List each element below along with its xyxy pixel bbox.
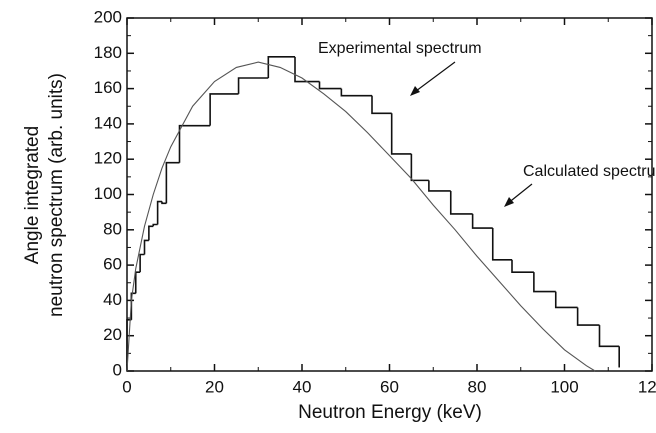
y-tick-label: 160 — [94, 78, 122, 97]
y-tick-label: 120 — [94, 149, 122, 168]
x-tick-label: 100 — [550, 377, 578, 396]
step — [318, 81, 342, 90]
step — [410, 153, 429, 182]
y-tick-label: 200 — [94, 7, 122, 26]
arrow-head — [410, 86, 420, 96]
step — [130, 292, 136, 320]
step — [554, 291, 578, 309]
step — [143, 239, 149, 255]
step — [152, 223, 158, 227]
annotation: Experimental spectrum — [318, 40, 482, 57]
y-axis-title: neutron spectrum (arb. units) — [46, 73, 67, 317]
y-tick-label: 40 — [103, 290, 122, 309]
step — [511, 259, 534, 273]
step — [371, 95, 392, 115]
step — [428, 180, 451, 192]
y-tick-label: 180 — [94, 43, 122, 62]
step — [471, 213, 493, 229]
x-tick-label: 0 — [122, 377, 131, 396]
annotation-arrow — [411, 61, 456, 95]
step — [340, 88, 372, 97]
step — [533, 272, 556, 293]
step — [491, 228, 512, 261]
step — [598, 325, 620, 348]
annotation: Calculated spectrum — [523, 163, 656, 180]
x-axis-title: Neutron Energy (keV) — [298, 402, 482, 423]
line — [126, 61, 596, 372]
step — [209, 93, 239, 126]
plot-frame — [126, 17, 653, 372]
y-axis-title: Angle integrated — [22, 126, 43, 264]
x-tick-label: 80 — [468, 377, 487, 396]
step — [148, 225, 154, 241]
step — [165, 161, 180, 204]
step — [178, 124, 211, 163]
step — [390, 113, 412, 155]
y-tick-label: 20 — [103, 325, 122, 344]
step — [134, 271, 141, 294]
step — [161, 201, 167, 205]
x-tick-label: 60 — [380, 377, 399, 396]
step — [156, 200, 162, 225]
arrow-head — [504, 197, 514, 207]
y-tick-label: 60 — [103, 255, 122, 274]
x-tick-label: 40 — [293, 377, 312, 396]
y-tick-label: 140 — [94, 113, 122, 132]
x-tick-label: 20 — [205, 377, 224, 396]
y-tick-label: 0 — [113, 360, 122, 379]
step — [576, 307, 600, 326]
x-tick-label: 120 — [638, 377, 656, 396]
step — [267, 56, 295, 79]
y-tick-label: 100 — [94, 184, 122, 203]
step — [237, 77, 269, 94]
y-tick-label: 80 — [103, 219, 122, 238]
step — [139, 253, 145, 273]
step — [449, 190, 473, 215]
step — [294, 56, 320, 83]
